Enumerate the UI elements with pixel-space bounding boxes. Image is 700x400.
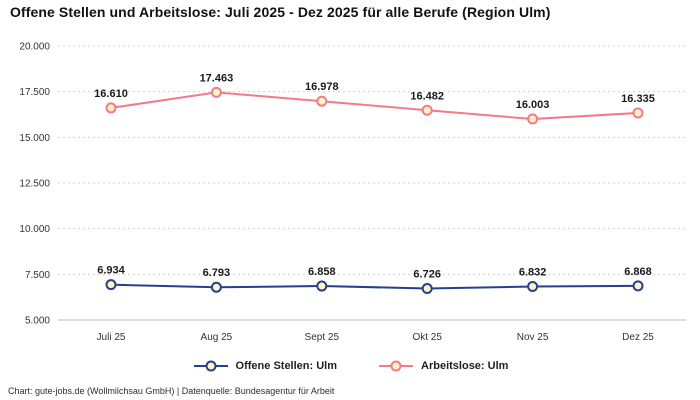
- x-tick-label: Aug 25: [201, 332, 233, 343]
- y-tick-label: 5.000: [25, 316, 50, 327]
- x-tick-label: Juli 25: [97, 332, 126, 343]
- data-label: 16.610: [94, 88, 128, 100]
- data-label: 16.978: [305, 81, 339, 93]
- data-point[interactable]: [105, 279, 117, 291]
- data-label: 6.832: [519, 267, 547, 279]
- data-label: 6.868: [624, 266, 652, 278]
- legend-label-arbeitslose: Arbeitslose: Ulm: [421, 360, 509, 372]
- data-label: 16.003: [516, 99, 550, 111]
- y-tick-label: 17.500: [19, 87, 50, 98]
- legend-item-arbeitslose: Arbeitslose: Ulm: [377, 359, 508, 373]
- data-point[interactable]: [105, 102, 117, 114]
- data-point[interactable]: [210, 281, 222, 293]
- data-label: 6.858: [308, 266, 336, 278]
- y-tick-label: 10.000: [19, 224, 50, 235]
- line-chart: 5.000 7.500 10.000 12.500 15.000 17.500 20.000…: [19, 42, 686, 343]
- legend-item-offene-stellen: Offene Stellen: Ulm: [192, 359, 337, 373]
- data-label: 17.463: [200, 72, 234, 84]
- data-point[interactable]: [632, 280, 644, 292]
- data-label: 6.934: [97, 265, 125, 277]
- x-tick-label: Dez 25: [622, 332, 654, 343]
- data-label: 16.335: [621, 93, 655, 105]
- data-label: 16.482: [410, 90, 444, 102]
- data-point[interactable]: [421, 104, 433, 116]
- data-point[interactable]: [316, 95, 328, 107]
- x-tick-label: Okt 25: [412, 332, 442, 343]
- x-tick-label: Nov 25: [517, 332, 549, 343]
- legend-label-offene-stellen: Offene Stellen: Ulm: [235, 360, 338, 372]
- data-point[interactable]: [632, 107, 644, 119]
- series-line: [110, 283, 639, 290]
- x-tick-label: Sept 25: [305, 332, 340, 343]
- data-point[interactable]: [527, 113, 539, 125]
- data-point[interactable]: [421, 282, 433, 294]
- legend-marker-offene-stellen-icon: [193, 360, 228, 372]
- attribution: Chart: gute-jobs.de (Wollmilchsau GmbH) …: [8, 386, 335, 396]
- data-point[interactable]: [527, 281, 539, 293]
- data-label: 6.793: [203, 267, 231, 279]
- data-label: 6.726: [413, 268, 441, 280]
- y-tick-label: 12.500: [19, 179, 50, 190]
- series-line: [110, 91, 639, 121]
- y-tick-label: 15.000: [19, 133, 50, 144]
- chart-title: Offene Stellen und Arbeitslose: Juli 202…: [10, 4, 551, 20]
- legend: Offene Stellen: Ulm Arbeitslose: Ulm: [0, 359, 700, 373]
- y-tick-label: 7.500: [25, 270, 50, 281]
- data-point[interactable]: [210, 86, 222, 98]
- data-point[interactable]: [316, 280, 328, 292]
- legend-marker-arbeitslose-icon: [379, 360, 414, 372]
- y-tick-label: 20.000: [19, 42, 50, 53]
